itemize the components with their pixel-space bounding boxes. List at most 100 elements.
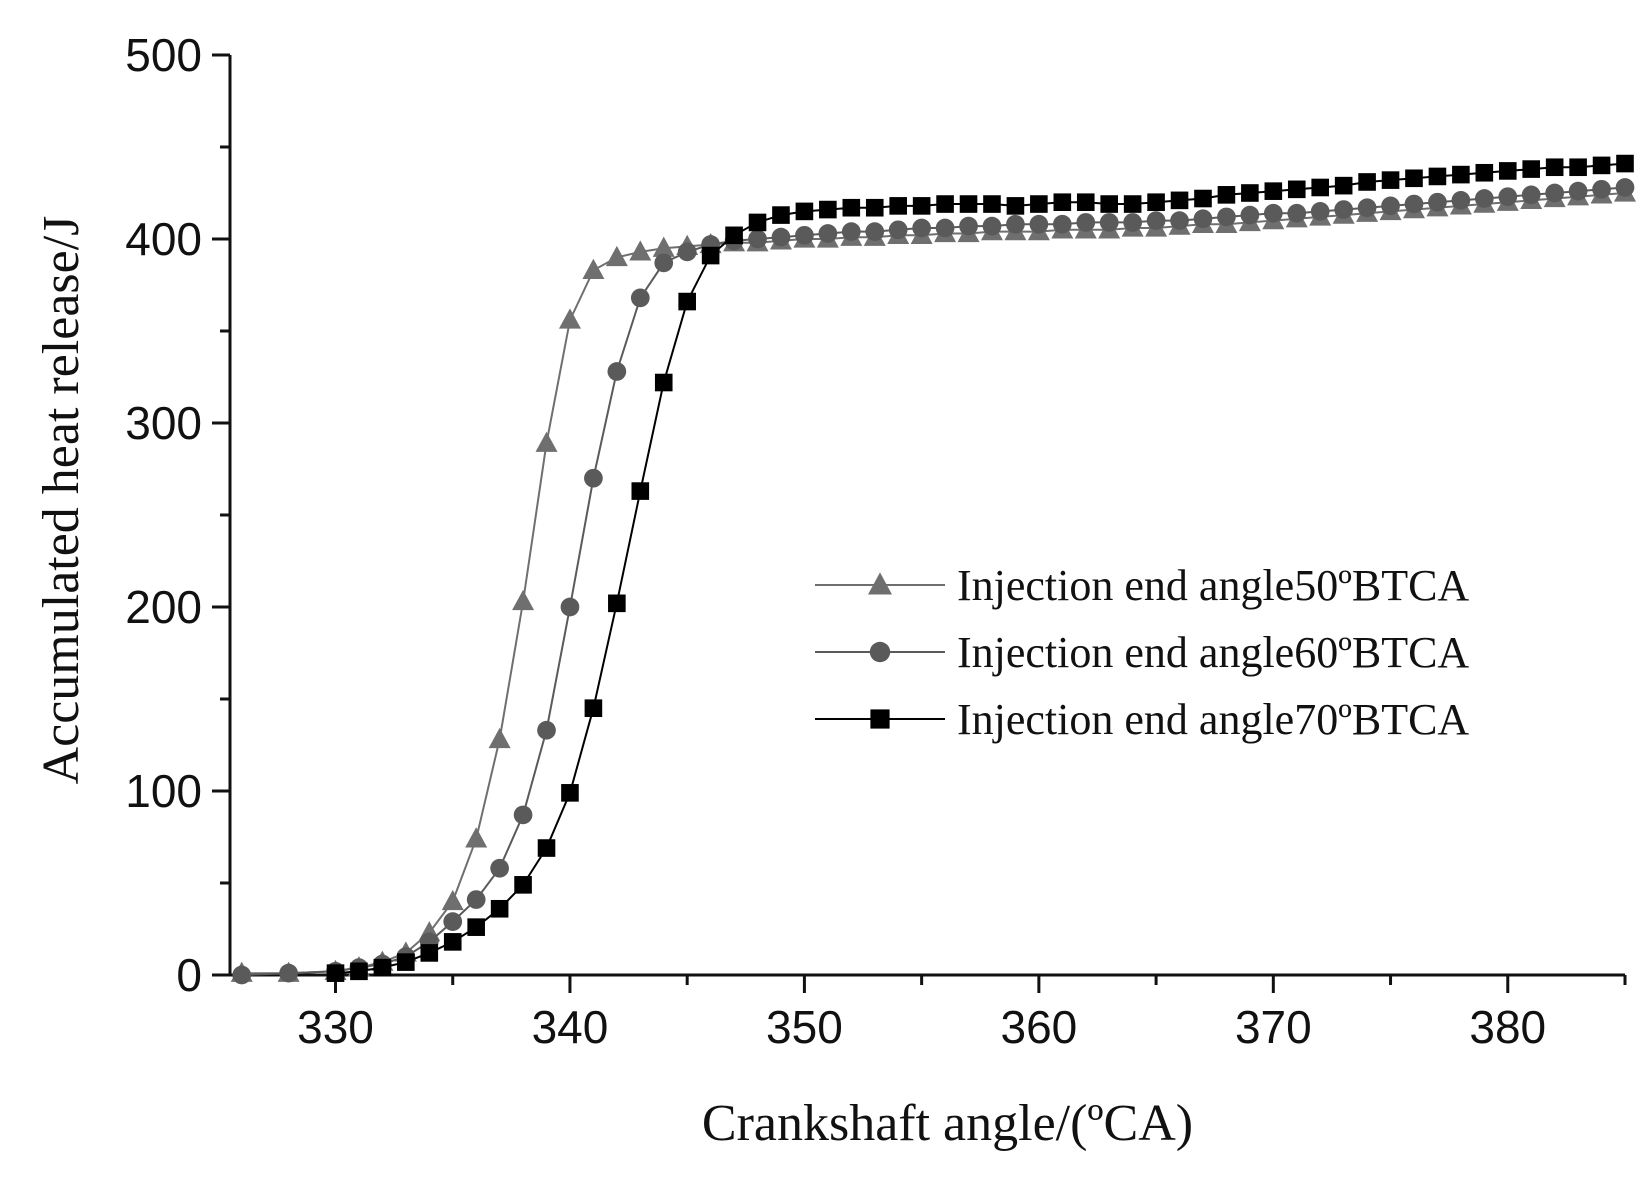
x-tick-label: 360: [1000, 1001, 1077, 1053]
data-point: [490, 899, 509, 918]
legend-marker: [869, 641, 891, 663]
legend-marker: [870, 709, 890, 729]
x-axis-title: Crankshaft angle/(ºCA): [702, 1095, 1193, 1152]
data-point: [1451, 191, 1471, 210]
data-point: [1006, 214, 1025, 234]
data-point: [584, 699, 603, 717]
y-tick-label: 500: [125, 29, 202, 81]
data-point: [629, 240, 652, 261]
data-point: [795, 202, 814, 221]
data-point: [1405, 169, 1423, 188]
data-point: [1053, 193, 1072, 211]
data-point: [279, 963, 298, 983]
data-point: [654, 373, 673, 392]
data-point: [443, 933, 462, 951]
legend-marker: [868, 572, 892, 595]
data-point: [420, 944, 439, 962]
data-point: [465, 827, 488, 848]
data-point: [1123, 213, 1142, 232]
data-point: [561, 784, 579, 802]
data-point: [1498, 162, 1517, 180]
data-point: [1311, 178, 1330, 197]
data-point: [1030, 195, 1048, 213]
data-point: [326, 964, 345, 982]
data-point: [232, 965, 252, 985]
data-point: [1498, 187, 1518, 207]
data-point: [1475, 163, 1494, 182]
data-point: [888, 220, 908, 240]
y-tick-label: 300: [125, 397, 202, 449]
data-point: [1357, 198, 1377, 218]
data-point: [654, 253, 674, 273]
data-point: [936, 195, 954, 213]
series-3: [326, 154, 1634, 982]
data-point: [1241, 184, 1259, 202]
data-point: [1474, 189, 1494, 208]
data-point: [701, 246, 720, 265]
data-point: [1240, 205, 1260, 225]
data-point: [819, 200, 837, 219]
data-point: [537, 720, 556, 740]
series-2: [232, 178, 1635, 985]
y-tick-label: 200: [125, 581, 202, 633]
data-point: [1217, 186, 1236, 204]
legend-item-1: Injection end angle50ºBTCA: [815, 561, 1469, 610]
x-tick-label: 370: [1235, 1001, 1312, 1053]
legend: Injection end angle50ºBTCA Injection end …: [815, 561, 1469, 744]
data-point: [1545, 158, 1564, 177]
data-point: [1615, 178, 1635, 197]
data-point: [1310, 202, 1330, 221]
data-point: [912, 197, 931, 215]
data-point: [605, 245, 628, 267]
axes: 0 100 200 300 400 500 330 340 350 360 370 380: [125, 29, 1627, 1053]
data-point: [1521, 185, 1541, 205]
y-axis-title: Accumulated heat release/J: [33, 216, 90, 785]
data-point: [1006, 197, 1025, 215]
data-point: [912, 218, 931, 238]
data-point: [582, 258, 605, 279]
data-point: [1545, 183, 1565, 203]
data-point: [1287, 180, 1306, 199]
legend-label: Injection end angle60ºBTCA: [957, 628, 1469, 677]
legend-item-2: Injection end angle60ºBTCA: [815, 628, 1469, 677]
data-point: [558, 308, 581, 329]
data-point: [959, 216, 978, 236]
data-point: [537, 839, 556, 857]
legend-label: Injection end angle50ºBTCA: [957, 561, 1469, 610]
x-tick-label: 330: [297, 1001, 374, 1053]
data-point: [652, 236, 675, 257]
data-point: [842, 198, 861, 217]
data-point: [725, 226, 743, 245]
data-point: [865, 198, 884, 217]
x-tick-label: 340: [532, 1001, 609, 1053]
data-point: [514, 876, 532, 894]
data-point: [748, 229, 767, 249]
data-point: [512, 589, 535, 611]
data-point: [1264, 182, 1283, 200]
data-point: [1170, 211, 1189, 230]
data-point: [1194, 189, 1212, 208]
data-point: [630, 288, 650, 308]
data-point: [677, 242, 697, 262]
data-point: [841, 222, 861, 241]
data-point: [350, 962, 368, 981]
data-point: [373, 958, 392, 977]
data-point: [631, 482, 650, 500]
data-point: [1452, 165, 1470, 184]
data-point: [1287, 203, 1307, 223]
data-point: [467, 918, 485, 936]
series-layer: [230, 154, 1636, 985]
legend-item-3: Injection end angle70ºBTCA: [815, 695, 1469, 744]
data-point: [535, 431, 558, 452]
data-point: [865, 222, 885, 241]
data-point: [1381, 196, 1400, 216]
data-point: [1381, 171, 1400, 189]
data-point: [443, 912, 463, 931]
data-point: [1052, 214, 1072, 234]
x-tick-label: 380: [1469, 1001, 1546, 1053]
data-point: [1146, 211, 1166, 230]
data-point: [1568, 181, 1588, 201]
data-point: [818, 224, 838, 243]
data-point: [1428, 167, 1447, 186]
